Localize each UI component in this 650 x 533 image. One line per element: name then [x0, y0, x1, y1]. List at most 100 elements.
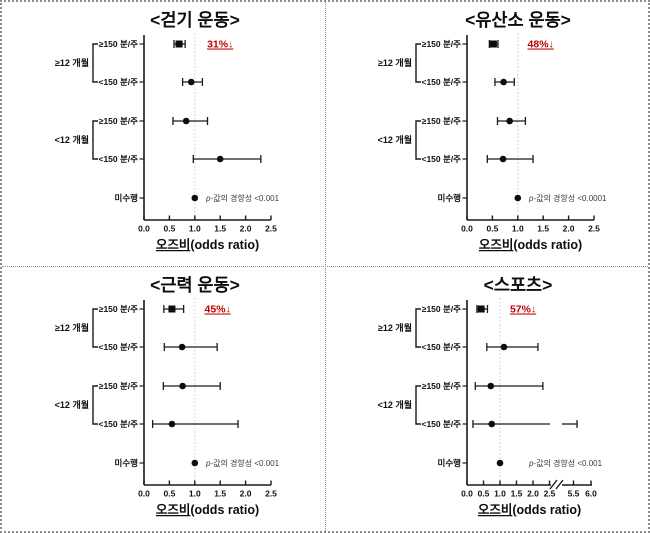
x-axis-label-english: (odds ratio)	[190, 503, 259, 517]
or-marker	[500, 343, 508, 351]
x-tick-label: 2.0	[240, 489, 252, 499]
row-label: ≥150 분/주	[422, 381, 461, 391]
group-bracket	[92, 308, 98, 348]
row-label: ≥150 분/주	[99, 116, 138, 126]
x-tick-label: 0.5	[163, 224, 175, 234]
row-label: ≥150 분/주	[422, 116, 461, 126]
group-bracket	[415, 385, 421, 425]
or-marker	[216, 155, 224, 163]
reduction-annotation: 57%↓	[510, 304, 536, 316]
row-label: <150 분/주	[421, 342, 461, 352]
row-label: <150 분/주	[421, 77, 461, 87]
x-tick-label: 1.0	[189, 489, 201, 499]
panel-title: <유산소 운동>	[465, 10, 571, 30]
x-axis-label: 오즈비(odds ratio)	[479, 237, 582, 252]
x-tick-label: 0.5	[486, 224, 498, 234]
x-axis-label: 오즈비(odds ratio)	[156, 502, 259, 517]
x-tick-label: 5.5	[568, 489, 580, 499]
x-tick-label: 2.5	[265, 489, 277, 499]
reduction-annotation: 45%↓	[205, 304, 231, 316]
row-label: <150 분/주	[421, 154, 461, 164]
row-label: ≥150 분/주	[422, 304, 461, 314]
p-trend-p: p	[528, 194, 534, 203]
or-marker	[175, 40, 183, 48]
panel-sports: <스포츠> 0.0 0.5 1.0 1.5 2.0 2.5 5.5 6.0 오즈비(odds ra…	[325, 267, 648, 531]
group-label: <12 개월	[55, 399, 89, 410]
group-label: ≥12 개월	[55, 57, 89, 68]
or-marker	[191, 459, 199, 467]
group-label: <12 개월	[378, 399, 412, 410]
panel-aerobic-exercise: <유산소 운동> 0.0 0.5 1.0 1.5 2.0 2.5 오즈비(odds ratio…	[325, 2, 648, 266]
x-tick-label: 6.0	[585, 489, 597, 499]
or-marker	[168, 305, 176, 313]
x-tick-label: 1.5	[511, 489, 523, 499]
or-marker	[514, 194, 522, 202]
x-tick-label: 2.5	[265, 224, 277, 234]
or-marker	[182, 117, 190, 125]
x-tick-label: 1.5	[214, 224, 226, 234]
panel-title: <근력 운동>	[150, 275, 240, 295]
or-marker	[500, 78, 507, 86]
row-label: ≥150 분/주	[99, 381, 138, 391]
or-marker	[179, 382, 186, 390]
x-tick-label: 0.0	[461, 489, 473, 499]
or-marker	[487, 382, 495, 390]
forest-plot-svg: <유산소 운동> 0.0 0.5 1.0 1.5 2.0 2.5 오즈비(odds ratio…	[378, 10, 607, 252]
x-tick-label: 2.0	[563, 224, 575, 234]
forest-plot-svg: <스포츠> 0.0 0.5 1.0 1.5 2.0 2.5 5.5 6.0 오즈비(odds ra…	[378, 275, 603, 517]
forest-plot-svg: <걷기 운동> 0.0 0.5 1.0 1.5 2.0 2.5 오즈비(odds ratio)…	[55, 10, 280, 252]
x-axis-label-korean: 오즈비	[156, 237, 191, 252]
p-trend-rest: -값의 경향성 <0.001	[210, 458, 279, 468]
group-bracket	[92, 385, 98, 425]
x-tick-label: 1.0	[494, 489, 506, 499]
panel-title: <걷기 운동>	[150, 10, 240, 30]
or-marker	[168, 420, 176, 428]
x-tick-label: 1.5	[537, 224, 549, 234]
row-label: ≥150 분/주	[99, 304, 138, 314]
p-trend-p: p	[528, 459, 534, 468]
x-tick-label: 0.0	[138, 489, 150, 499]
row-label: 미수행	[115, 193, 139, 203]
x-axis-label-korean: 오즈비	[478, 502, 513, 517]
group-bracket	[92, 120, 98, 160]
x-axis-label-korean: 오즈비	[156, 502, 191, 517]
p-trend-rest: -값의 경향성 <0.001	[210, 193, 279, 203]
group-bracket	[92, 43, 98, 83]
x-tick-label: 0.0	[461, 224, 473, 234]
x-tick-label: 0.0	[138, 224, 150, 234]
row-label: ≥150 분/주	[422, 39, 461, 49]
x-tick-label: 2.5	[588, 224, 600, 234]
p-trend-label: p-값의 경향성 <0.001	[205, 193, 280, 203]
panel-title: <스포츠>	[484, 275, 553, 295]
axis-break-icon	[549, 479, 558, 490]
group-bracket	[415, 120, 421, 160]
p-trend-label: p-값의 경향성 <0.001	[205, 458, 280, 468]
x-axis-label: 오즈비(odds ratio)	[156, 237, 259, 252]
x-axis-label-korean: 오즈비	[479, 237, 514, 252]
x-tick-label: 0.5	[478, 489, 490, 499]
axis-break-icon	[555, 479, 564, 490]
p-trend-p: p	[205, 459, 211, 468]
row-label: <150 분/주	[421, 419, 461, 429]
x-axis-label-english: (odds ratio)	[513, 238, 582, 252]
x-tick-label: 1.0	[189, 224, 201, 234]
panel-walking-exercise: <걷기 운동> 0.0 0.5 1.0 1.5 2.0 2.5 오즈비(odds ratio)…	[2, 2, 325, 266]
x-axis-label-english: (odds ratio)	[190, 238, 259, 252]
or-marker	[178, 343, 186, 351]
or-marker	[506, 117, 513, 125]
p-trend-rest: -값의 경향성 <0.0001	[533, 193, 607, 203]
p-trend-rest: -값의 경향성 <0.001	[533, 458, 602, 468]
p-trend-label: p-값의 경향성 <0.0001	[528, 193, 607, 203]
x-tick-label: 1.0	[512, 224, 524, 234]
p-trend-label: p-값의 경향성 <0.001	[528, 458, 603, 468]
group-label: ≥12 개월	[378, 57, 412, 68]
or-marker	[477, 305, 485, 313]
group-bracket	[415, 308, 421, 348]
row-label: <150 분/주	[98, 154, 138, 164]
x-tick-label: 0.5	[163, 489, 175, 499]
group-label: <12 개월	[378, 134, 412, 145]
x-tick-label: 1.5	[214, 489, 226, 499]
group-label: ≥12 개월	[55, 322, 89, 333]
reduction-annotation: 31%↓	[207, 39, 233, 51]
